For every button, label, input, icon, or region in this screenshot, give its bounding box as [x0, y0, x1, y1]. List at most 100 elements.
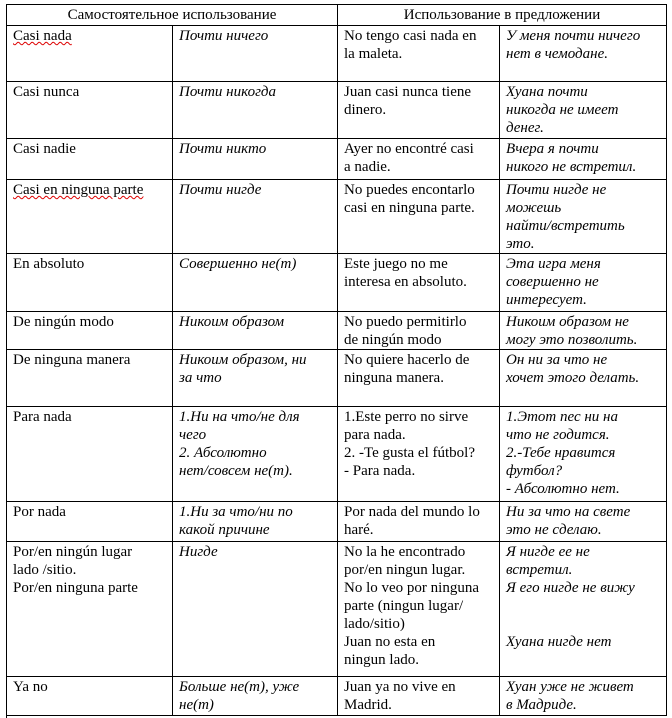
cell-line: футбол? [506, 463, 563, 479]
cell-line: Ayer no encontré casi [344, 141, 474, 157]
cell-line: Почти никто [179, 141, 267, 157]
cell-line: Por nada [13, 504, 66, 520]
table-row: Casi en ninguna parte Почти нигде No puede… [6, 179, 667, 254]
spanish-expression: Ya no [6, 676, 173, 716]
cell-line: No tengo casi nada en [344, 28, 477, 44]
cell-line: это. [506, 236, 535, 252]
cell-line: para nada. [344, 427, 406, 443]
russian-example: Хуан уже не живет в Мадриде. [499, 676, 667, 716]
spanish-expression: En absoluto [6, 253, 173, 312]
cell-line: Casi nunca [13, 84, 80, 100]
cell-line: Ya no [13, 679, 48, 695]
table-row: Ya no Больше не(т), уже не(т) Juan ya no vi… [6, 676, 667, 716]
header-row: Самостоятельное использование Использова… [6, 4, 667, 26]
cell-line: la maleta. [344, 46, 403, 62]
cell-line: это не сделаю. [506, 522, 602, 538]
cell-line: parte (ningun lugar/ [344, 598, 464, 614]
russian-example: Почти нигде не можешь найти/встретить это. [499, 179, 667, 254]
cell-line: Хуана нигде нет [506, 634, 612, 650]
table-row: En absoluto Совершенно не(т) Este juego no… [6, 253, 667, 312]
cell-line: Совершенно не(т) [179, 256, 297, 272]
russian-translation: 1.Ни за что/ни по какой причине [172, 501, 338, 542]
spanish-example: 1.Este perro no sirve para nada. 2. -Te gu… [337, 406, 500, 502]
cell-line: денег. [506, 120, 544, 136]
cell-line: 1.Этот пес ни на [506, 409, 618, 425]
cell-line: No quiere hacerlo de [344, 352, 470, 368]
cell-line: lado /sitio. [13, 562, 77, 578]
cell-line: De ningún modo [13, 314, 114, 330]
cell-line: Никоим образом, ни [179, 352, 307, 368]
russian-translation: Совершенно не(т) [172, 253, 338, 312]
spanish-expression: Por nada [6, 501, 173, 542]
cell-line: No la he encontrado [344, 544, 466, 560]
negation-expressions-table: Самостоятельное использование Использова… [6, 4, 667, 716]
russian-example: Хуана почти никогда не имеет денег. [499, 81, 667, 139]
spanish-example: Juan casi nunca tiene dinero. [337, 81, 500, 139]
spanish-expression: Casi en ninguna parte [6, 179, 173, 254]
cell-line: En absoluto [13, 256, 85, 272]
cell-line: Хуана почти [506, 84, 588, 100]
cell-line: Никоим образом не [506, 314, 629, 330]
header-sentence-use: Использование в предложении [337, 4, 667, 26]
cell-line: haré. [344, 522, 374, 538]
spanish-expression: De ningún modo [6, 311, 173, 350]
russian-example: 1.Этот пес ни на что не годится. 2.-Тебе н… [499, 406, 667, 502]
cell-line: не(т) [179, 697, 214, 713]
spanish-example: No puedo permitirlo de ningún modo [337, 311, 500, 350]
cell-line: casi en ninguna parte. [344, 200, 475, 216]
cell-line: 1.Ни на что/не для [179, 409, 300, 425]
spanish-example: Juan ya no vive en Madrid. [337, 676, 500, 716]
cell-line: ningun lado. [344, 652, 419, 668]
cell-line: No puedes encontarlo [344, 182, 475, 198]
russian-example: Никоим образом не могу это позволить. [499, 311, 667, 350]
cell-line: 1.Este perro no sirve [344, 409, 469, 425]
cell-line: Casi nada [13, 28, 72, 44]
spanish-expression: Casi nada [6, 25, 173, 82]
cell-line: У меня почти ничего [506, 28, 641, 44]
cell-line: Никоим образом [179, 314, 285, 330]
cell-line: interesa en absoluto. [344, 274, 467, 290]
russian-translation: Никоим образом [172, 311, 338, 350]
russian-translation: Нигде [172, 541, 338, 677]
text-cursor [6, 713, 7, 718]
table-row: Por nada 1.Ни за что/ни по какой причине Po… [6, 501, 667, 542]
cell-line: Juan ya no vive en [344, 679, 456, 695]
cell-line: - Абсолютно нет. [506, 481, 620, 497]
cell-line: Por/en ningún lugar [13, 544, 133, 560]
cell-line: Juan no esta en [344, 634, 436, 650]
spanish-example: No tengo casi nada en la maleta. [337, 25, 500, 82]
cell-line: Вчера я почти [506, 141, 599, 157]
cell-line: в Мадриде. [506, 697, 577, 713]
spanish-example: No puedes encontarlo casi en ninguna part… [337, 179, 500, 254]
cell-line: совершенно не [506, 274, 599, 290]
table-row: Casi nadie Почти никто Ayer no encontré ca… [6, 138, 667, 180]
cell-line: dinero. [344, 102, 387, 118]
cell-line: интересует. [506, 292, 587, 308]
cell-line: Я нигде ее не [506, 544, 590, 560]
cell-line: Casi en ninguna parte [13, 182, 144, 198]
spanish-expression: Por/en ningún lugar lado /sitio. Por/en ni… [6, 541, 173, 677]
cell-line: Больше не(т), уже [179, 679, 300, 695]
cell-line: lado/sitio) [344, 616, 405, 632]
cell-line: чего [179, 427, 207, 443]
cell-line: 2. -Te gusta el fútbol? [344, 445, 475, 461]
cell-line: Нигде [179, 544, 218, 560]
spanish-expression: De ninguna manera [6, 349, 173, 407]
cell-line: Juan casi nunca tiene [344, 84, 472, 100]
russian-translation: Почти нигде [172, 179, 338, 254]
cell-line: De ninguna manera [13, 352, 131, 368]
russian-example: Я нигде ее не встретил. Я его нигде не виж… [499, 541, 667, 677]
russian-translation: Почти никогда [172, 81, 338, 139]
cell-line: можешь [506, 200, 562, 216]
table-row: De ninguna manera Никоим образом, ни за чт… [6, 349, 667, 407]
russian-translation: Почти никто [172, 138, 338, 180]
russian-example: Он ни за что не хочет этого делать. [499, 349, 667, 407]
cell-line: хочет этого делать. [506, 370, 640, 386]
table-row: De ningún modo Никоим образом No puedo per… [6, 311, 667, 350]
table-row: Por/en ningún lugar lado /sitio. Por/en ni… [6, 541, 667, 677]
spanish-expression: Para nada [6, 406, 173, 502]
russian-translation: Почти ничего [172, 25, 338, 82]
cell-line: por/en ningun lugar. [344, 562, 466, 578]
table-row: Casi nunca Почти никогда Juan casi nunca t… [6, 81, 667, 139]
spanish-example: Este juego no me interesa en absoluto. [337, 253, 500, 312]
